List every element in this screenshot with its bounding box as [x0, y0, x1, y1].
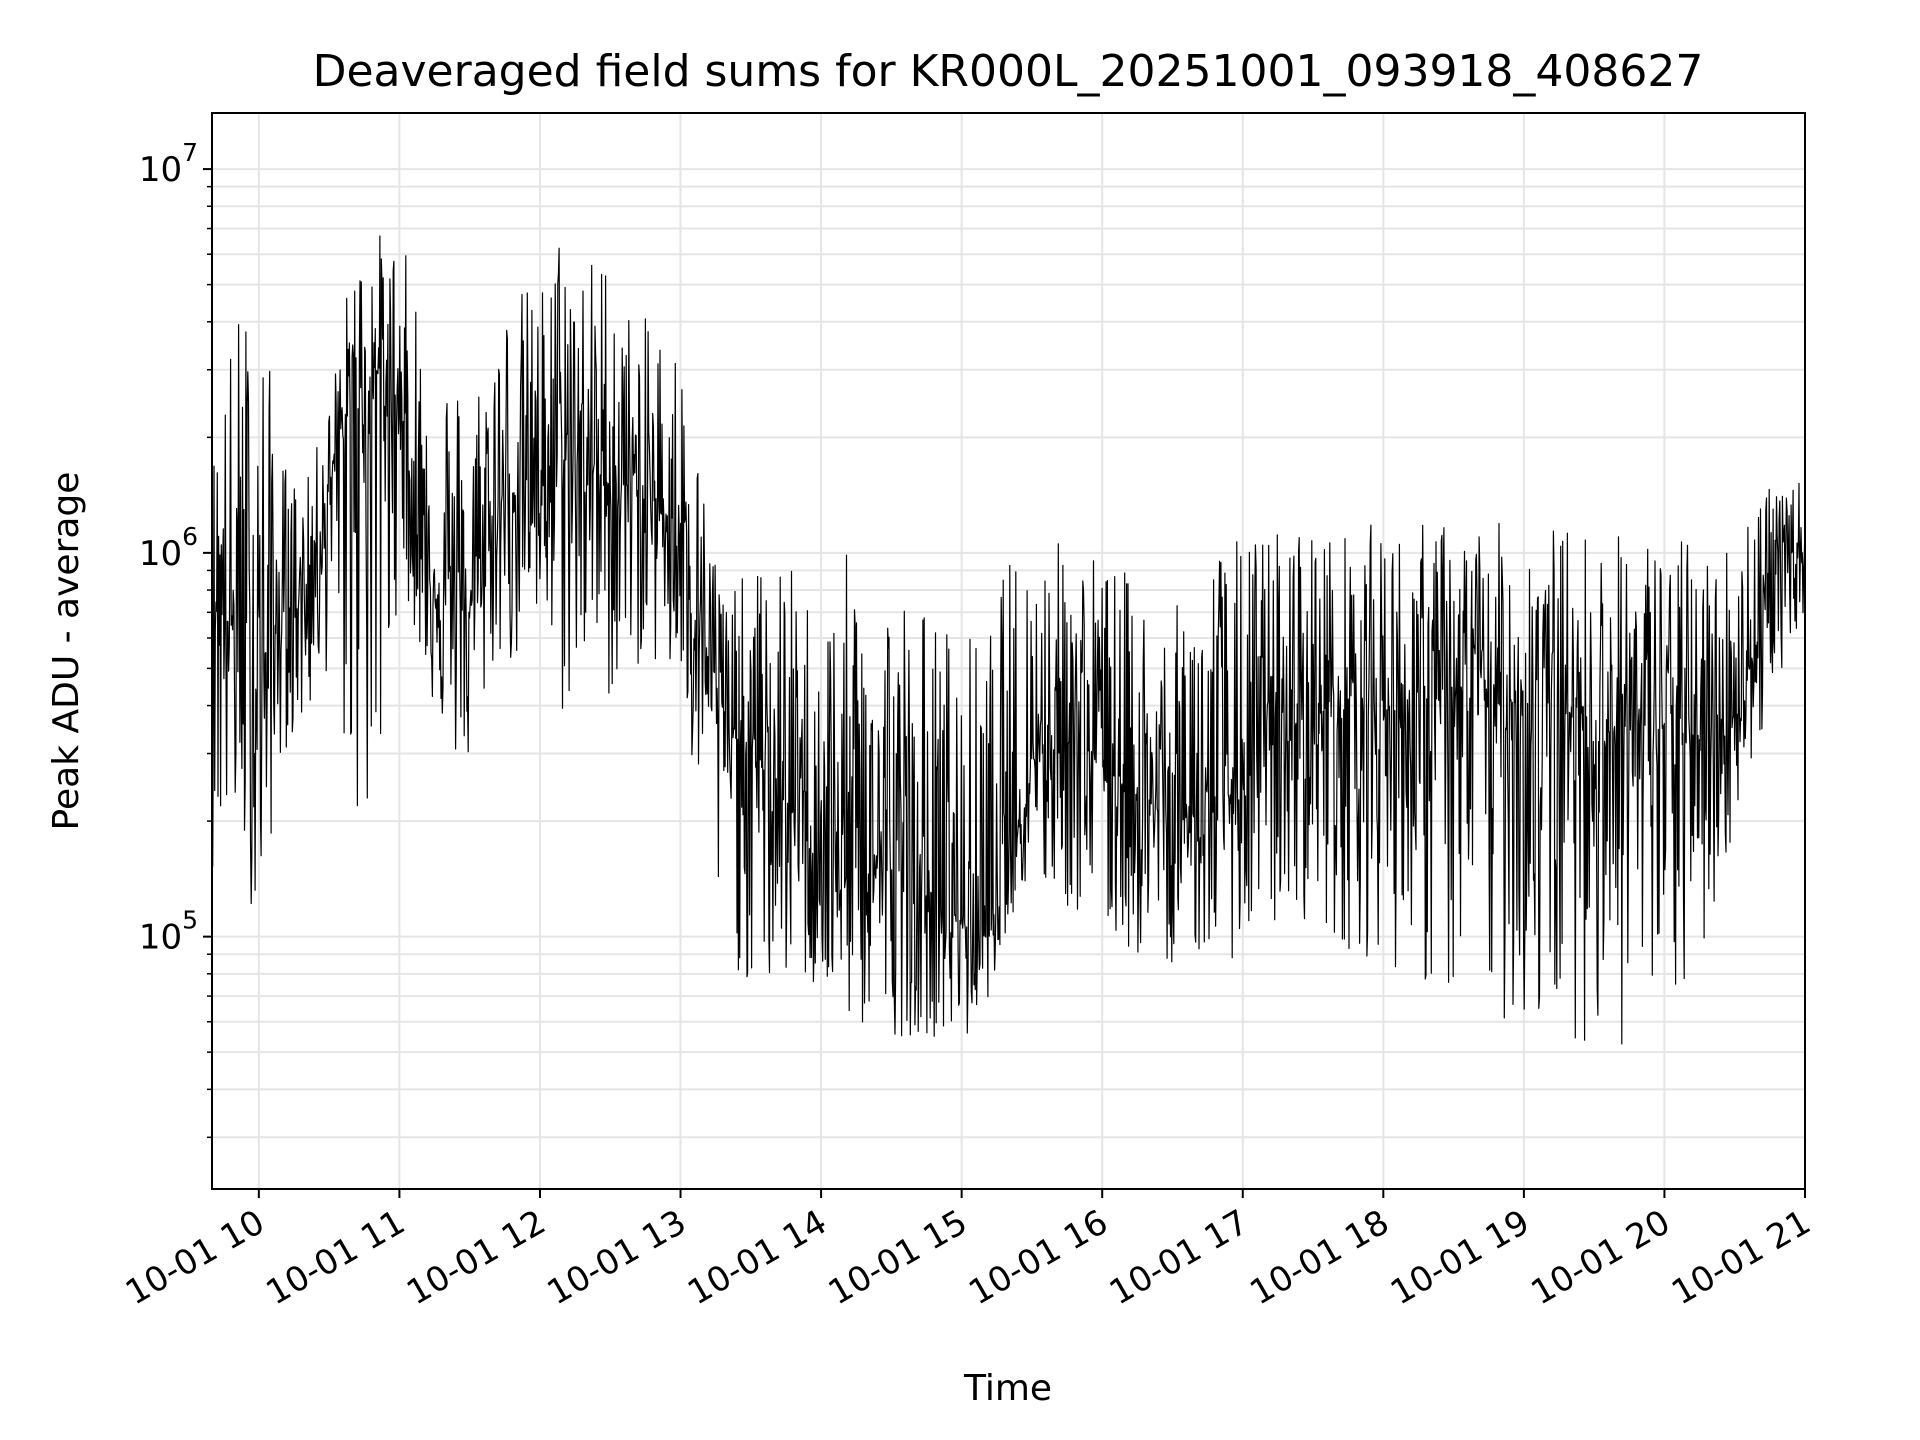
plot-area-frame: [211, 112, 1806, 1190]
x-axis-label: Time: [963, 1368, 1052, 1409]
y-tick-label: 106: [139, 522, 198, 574]
series-line: [211, 235, 1806, 1045]
y-axis: 105 106 107: [139, 138, 212, 1139]
y-tick-label: 107: [139, 138, 198, 190]
grid-lines: [212, 113, 1806, 1189]
series-trace: [211, 235, 1806, 1045]
y-tick-label: 105: [139, 906, 198, 958]
chart-title: Deaveraged field sums for KR000L_2025100…: [313, 46, 1704, 97]
y-axis-label: Peak ADU - average: [46, 472, 87, 831]
